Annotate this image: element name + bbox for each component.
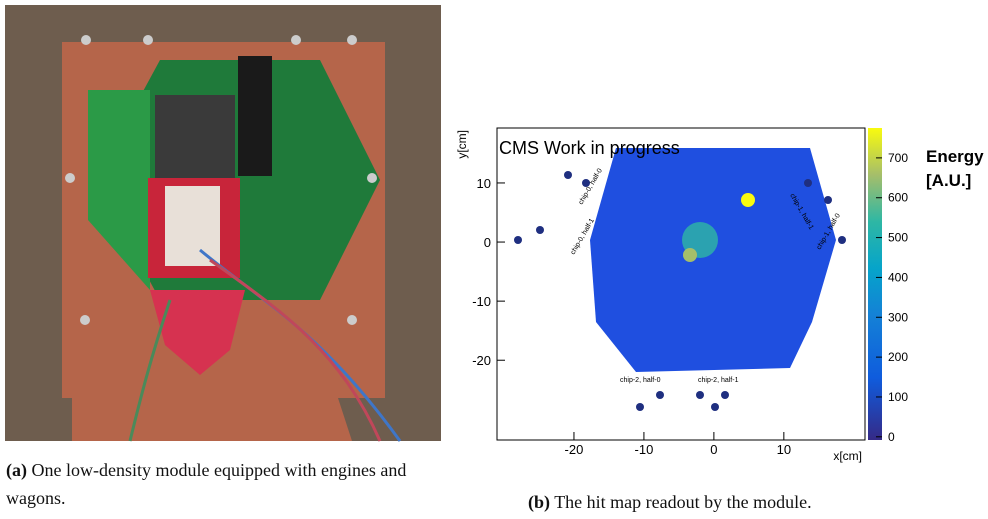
x-axis-label: x[cm] (833, 449, 862, 463)
colorbar-tick-label: 700 (888, 151, 908, 165)
colorbar-title: [A.U.] (926, 171, 971, 190)
figure-canvas: CMS Work in progress x[cm] y[cm] Energy … (0, 0, 988, 519)
colorbar-tick-label: 100 (888, 390, 908, 404)
y-axis-label: y[cm] (455, 130, 469, 159)
y-tick-label: -20 (472, 353, 491, 368)
caption-label: (b) (528, 492, 550, 512)
colorbar-title: Energy (926, 147, 984, 166)
colorbar-tick-label: 500 (888, 231, 908, 245)
colorbar-tick-label: 0 (888, 430, 895, 444)
hot-spot (741, 193, 755, 207)
colorbar-tick-label: 200 (888, 350, 908, 364)
y-tick-label: 10 (477, 176, 491, 191)
x-tick-label: -20 (565, 442, 584, 457)
colorbar-tick-label: 300 (888, 310, 908, 324)
hot-spot (683, 248, 697, 262)
y-tick-label: -10 (472, 294, 491, 309)
caption-a: (a) One low-density module equipped with… (6, 456, 442, 512)
x-tick-label: 0 (710, 442, 717, 457)
colorbar-tick-label: 600 (888, 191, 908, 205)
colorbar (868, 128, 882, 440)
figure: CMS Work in progress x[cm] y[cm] Energy … (0, 0, 988, 519)
y-tick-label: 0 (484, 235, 491, 250)
colorbar-tick-label: 400 (888, 270, 908, 284)
chip-label: chip-2, half-1 (698, 377, 739, 384)
sensor-area (590, 148, 836, 372)
chip-label: chip-2, half-0 (620, 377, 661, 384)
x-tick-label: 10 (777, 442, 791, 457)
caption-b: (b) The hit map readout by the module. (528, 488, 812, 516)
caption-label: (a) (6, 460, 27, 480)
hit-map: CMS Work in progress x[cm] y[cm] Energy … (455, 128, 984, 463)
chart-title: CMS Work in progress (499, 138, 680, 158)
x-tick-label: -10 (635, 442, 654, 457)
caption-text: The hit map readout by the module. (554, 492, 811, 512)
caption-text: One low-density module equipped with eng… (6, 460, 406, 508)
photo (5, 5, 441, 441)
